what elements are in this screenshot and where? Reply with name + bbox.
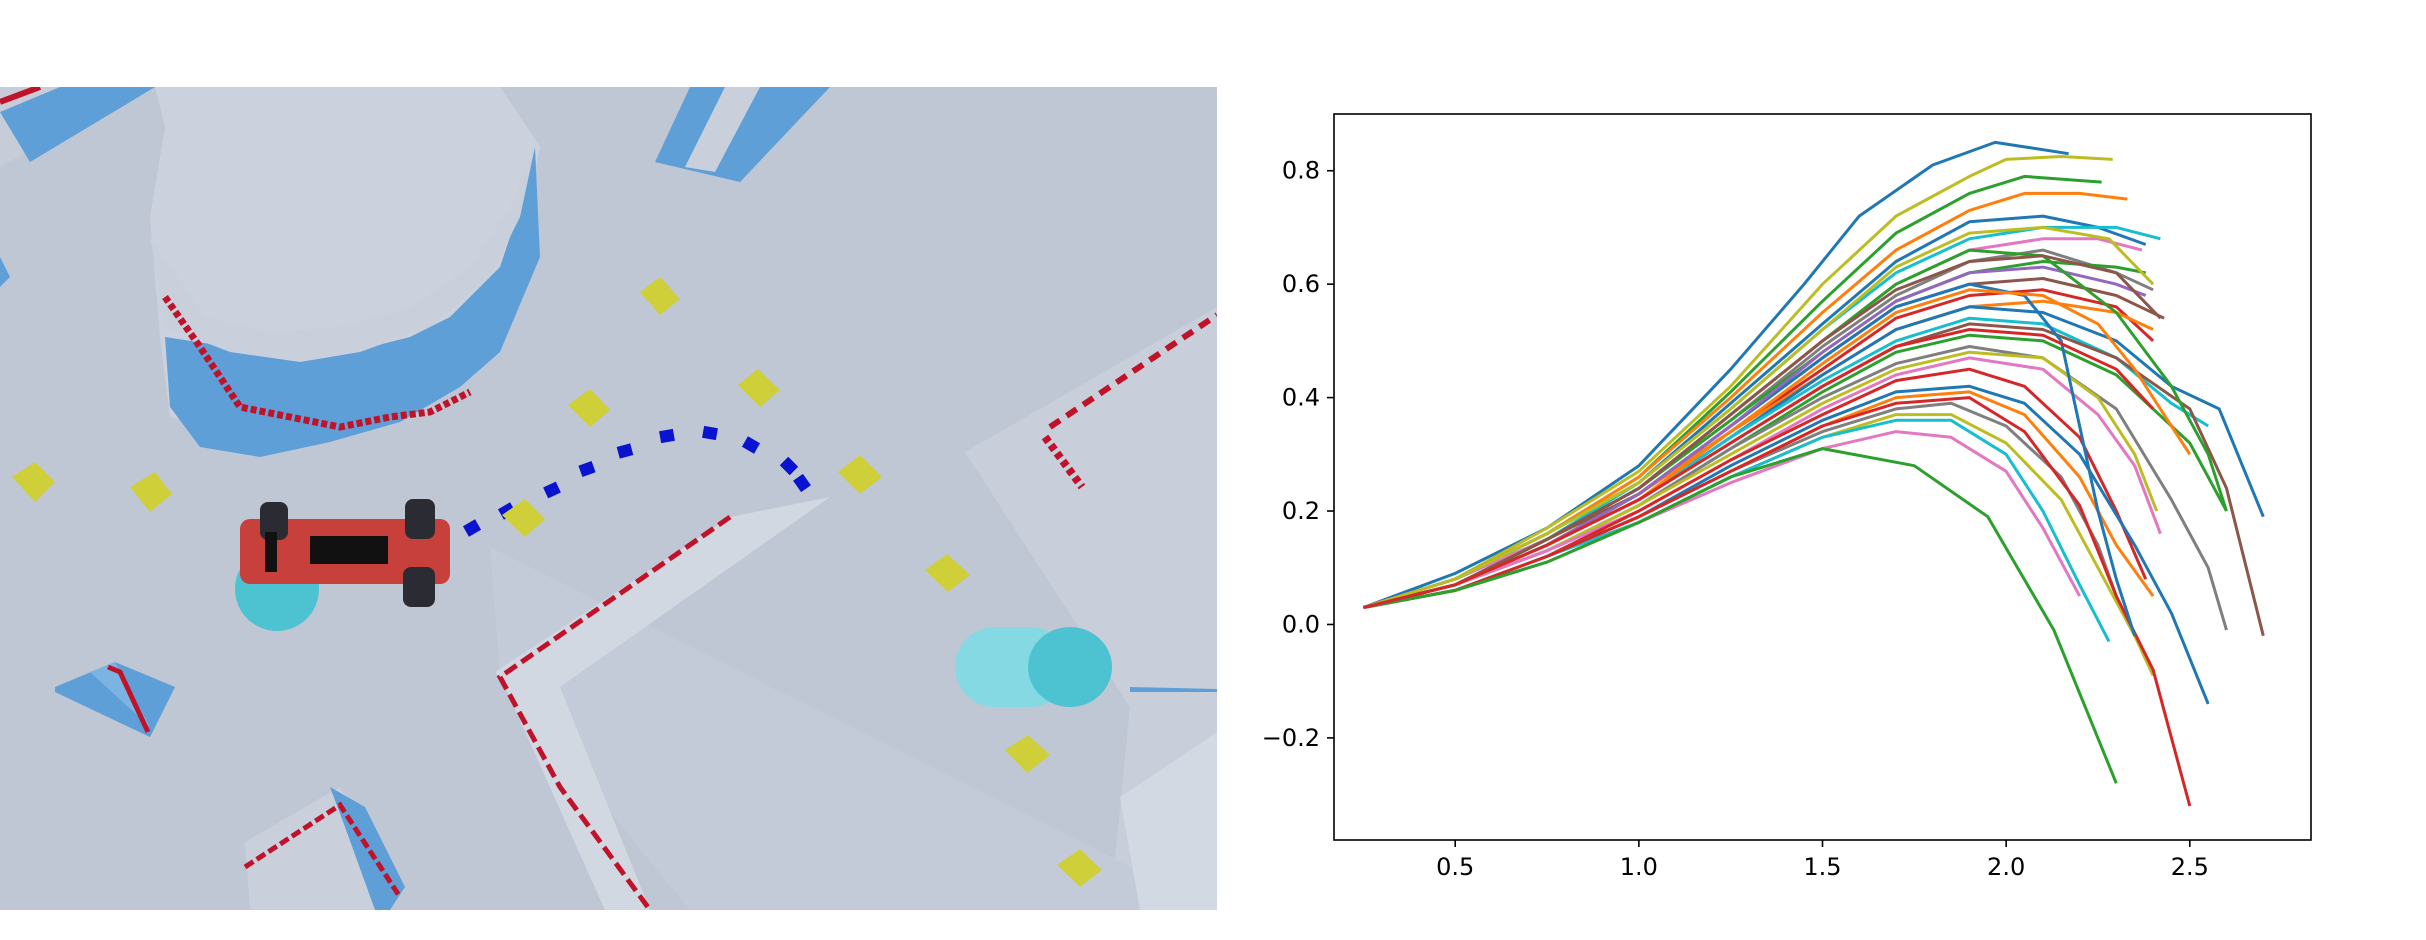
cube-marker-icon bbox=[640, 277, 680, 315]
cylinder-obstacle-icon bbox=[955, 627, 1112, 707]
red-boundary-small-block bbox=[107, 664, 151, 734]
cube-marker-icon bbox=[1057, 849, 1102, 887]
cube-marker-icon bbox=[502, 499, 545, 537]
right-blocks bbox=[1120, 732, 1217, 910]
y-tick-label: 0.8 bbox=[1282, 157, 1320, 185]
series-line-5 bbox=[1362, 214, 2147, 609]
y-tick-label: 0.0 bbox=[1282, 610, 1320, 638]
series-line-34 bbox=[1362, 225, 2155, 609]
series-line-19 bbox=[1363, 356, 2162, 609]
x-tick-label: 1.0 bbox=[1620, 853, 1658, 881]
red-boundary-right bbox=[1048, 312, 1217, 430]
wall-left-edge bbox=[0, 257, 10, 287]
series-line-27 bbox=[1363, 396, 2192, 807]
robot-car-icon bbox=[240, 499, 450, 607]
floor-plate-right bbox=[965, 307, 1217, 910]
wall-top-left bbox=[0, 87, 155, 162]
small-block-left-cap bbox=[90, 662, 150, 727]
plot-frame bbox=[1333, 113, 2312, 841]
cube-marker-icon bbox=[738, 369, 780, 407]
y-tick-label: −0.2 bbox=[1262, 724, 1320, 752]
floor-plate-bottom bbox=[490, 547, 1217, 910]
cube-marker-icon bbox=[130, 472, 172, 512]
red-boundary-bottom-left bbox=[243, 801, 403, 899]
y-tick-label: 0.4 bbox=[1282, 384, 1320, 412]
x-tick-label: 1.5 bbox=[1803, 853, 1841, 881]
red-boundary-corner bbox=[496, 514, 732, 910]
cube-marker-icon bbox=[568, 389, 610, 427]
trajectory-line-chart: 0.5 1.0 1.5 2.0 2.5 −0.2 0.0 0.2 0.4 0.6 0.8 bbox=[1262, 113, 2312, 881]
series-line-2 bbox=[1362, 155, 2113, 609]
wall-top-right-cap bbox=[685, 87, 760, 172]
cube-marker-icon bbox=[1005, 735, 1050, 773]
red-boundary-right-short bbox=[1041, 434, 1086, 490]
y-axis: −0.2 0.0 0.2 0.4 0.6 0.8 bbox=[1262, 157, 1334, 752]
x-tick-label: 2.5 bbox=[2171, 853, 2209, 881]
red-boundary-top-left bbox=[0, 87, 42, 105]
cube-markers bbox=[12, 277, 1102, 887]
x-tick-label: 0.5 bbox=[1436, 853, 1474, 881]
y-tick-label: 0.2 bbox=[1282, 497, 1320, 525]
x-axis: 0.5 1.0 1.5 2.0 2.5 bbox=[1436, 840, 2209, 881]
series-layer bbox=[1362, 140, 2265, 807]
series-line-8 bbox=[1363, 248, 2154, 609]
circular-wall-blue bbox=[165, 147, 540, 457]
series-line-1 bbox=[1362, 140, 2069, 609]
simulation-scene-view bbox=[0, 87, 1217, 910]
circular-wall-top bbox=[150, 147, 535, 362]
cube-marker-icon bbox=[925, 554, 970, 592]
cube-marker-icon bbox=[12, 462, 55, 502]
red-boundary-arena bbox=[162, 294, 472, 431]
series-line-28 bbox=[1363, 447, 2118, 784]
corner-ledge bbox=[495, 497, 830, 910]
right-wall-sliver bbox=[1130, 687, 1217, 692]
x-tick-label: 2.0 bbox=[1987, 853, 2025, 881]
series-line-35 bbox=[1363, 328, 2155, 609]
y-tick-label: 0.6 bbox=[1282, 270, 1320, 298]
series-line-33 bbox=[1363, 254, 2162, 609]
cube-marker-icon bbox=[838, 455, 882, 494]
